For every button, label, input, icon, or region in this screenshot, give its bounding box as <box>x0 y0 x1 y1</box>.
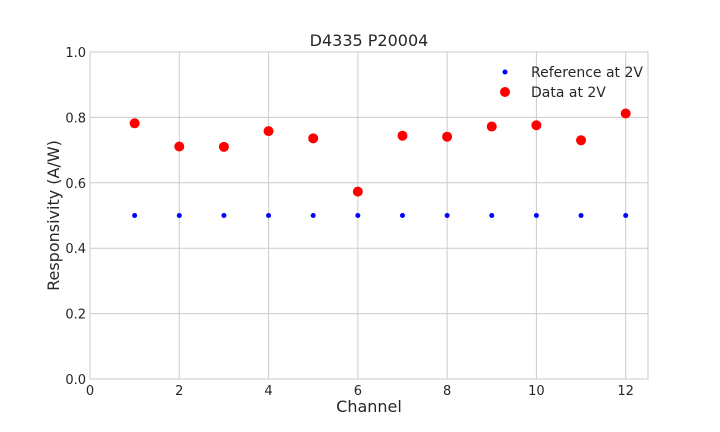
reference-point <box>578 213 584 218</box>
data-point <box>620 108 631 119</box>
reference-point <box>399 213 405 218</box>
data-series <box>129 108 631 218</box>
y-tick-label: 0.6 <box>65 177 86 192</box>
data-point <box>218 141 229 152</box>
grid-lines <box>89 51 648 380</box>
x-tick-label: 4 <box>264 384 272 399</box>
y-tick-label: 0.4 <box>65 242 86 257</box>
data-point <box>486 121 497 132</box>
legend-label-reference: Reference at 2V <box>531 65 643 81</box>
series-0 <box>132 213 629 218</box>
series-1 <box>129 108 631 197</box>
reference-point <box>533 213 539 218</box>
reference-point <box>489 213 495 218</box>
reference-point <box>444 213 450 218</box>
reference-point <box>132 213 138 218</box>
x-tick-label: 6 <box>354 384 362 399</box>
data-point <box>174 141 185 152</box>
data-point <box>129 118 140 129</box>
x-tick-label: 2 <box>175 384 183 399</box>
y-tick-label: 0.8 <box>65 111 86 126</box>
reference-point <box>623 213 629 218</box>
data-point <box>308 133 319 144</box>
data-point <box>531 120 542 131</box>
y-tick-label: 0.0 <box>65 373 86 388</box>
data-point <box>263 126 274 137</box>
reference-point <box>176 213 182 218</box>
x-tick-label: 0 <box>86 384 94 399</box>
x-axis-title: Channel <box>336 397 402 416</box>
x-tick-label: 12 <box>617 384 634 399</box>
legend: Reference at 2V Data at 2V <box>500 65 643 101</box>
data-point <box>576 135 587 146</box>
x-tick-label: 10 <box>528 384 545 399</box>
chart-title: D4335 P20004 <box>310 31 429 50</box>
data-point <box>352 186 363 197</box>
x-tick-label: 8 <box>443 384 451 399</box>
reference-point <box>221 213 227 218</box>
legend-marker-reference <box>502 69 508 75</box>
y-tick-label: 1.0 <box>65 46 86 61</box>
y-tick-label: 0.2 <box>65 308 86 323</box>
tick-labels: 0 2 4 6 8 10 12 0.0 0.2 0.4 0.6 0.8 1.0 <box>65 46 634 399</box>
y-axis-title: Responsivity (A/W) <box>44 140 63 291</box>
reference-point <box>355 213 361 218</box>
reference-point <box>310 213 316 218</box>
data-point <box>442 131 453 142</box>
plot-frame <box>89 51 649 380</box>
legend-marker-data <box>500 87 510 97</box>
legend-label-data: Data at 2V <box>531 85 606 101</box>
reference-point <box>266 213 272 218</box>
data-point <box>397 130 408 141</box>
